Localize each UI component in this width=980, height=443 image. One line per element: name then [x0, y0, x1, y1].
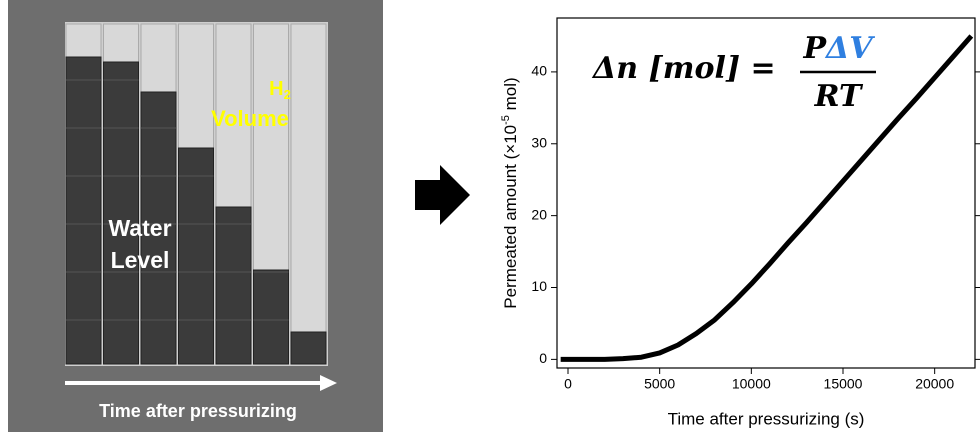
x-tick-label: 5000 [644, 376, 675, 392]
h2-label: H2 [269, 78, 291, 102]
plot-frame [556, 17, 976, 369]
water-label: Level [111, 247, 170, 273]
cylinder-empty [178, 23, 214, 149]
cylinders [65, 22, 328, 366]
y-axis-label: Permeated amount (×10-5 mol) [500, 77, 521, 308]
block-arrow [415, 165, 470, 225]
cylinder-water [103, 61, 139, 365]
y-tick-label: 0 [539, 350, 547, 366]
formula-p: P [802, 31, 827, 66]
y-tick-label: 30 [531, 134, 547, 150]
time-label: Time after pressurizing [99, 401, 297, 421]
time-arrow-head [320, 375, 337, 391]
cylinder-empty [215, 23, 252, 208]
x-tick-label: 15000 [824, 376, 863, 392]
y-label-unit: mol) [501, 77, 520, 115]
cylinder-water [65, 56, 102, 365]
x-tick-label: 10000 [732, 376, 771, 392]
y-label-text: Permeated amount (×10 [501, 125, 520, 309]
h2-subscript: 2 [284, 87, 291, 102]
cylinder-empty [65, 23, 102, 58]
cylinder-empty [103, 23, 139, 63]
formula-dv: ΔV [824, 31, 875, 66]
cylinder-empty [290, 23, 327, 333]
cylinder-empty [253, 23, 289, 271]
h2-symbol: H [269, 78, 283, 100]
x-axis-label: Time after pressurizing (s) [668, 409, 865, 428]
x-tick-label: 20000 [915, 376, 954, 392]
formula-numerator: PΔV [802, 31, 875, 66]
y-tick-label: 20 [531, 206, 547, 222]
water-label: Water [108, 215, 171, 241]
formula-lhs: Δn [mol] = [591, 51, 776, 86]
x-tick-label: 0 [564, 376, 572, 392]
cylinder-water [215, 206, 252, 365]
cylinder-water [140, 91, 177, 365]
y-label-sup: -5 [500, 115, 512, 125]
cylinder-water [290, 331, 327, 365]
cylinder-water [253, 269, 289, 365]
h2-word: Volume [211, 106, 289, 131]
y-tick-label: 40 [531, 63, 547, 79]
y-tick-label: 10 [531, 278, 547, 294]
cylinder-water [178, 147, 214, 365]
formula-denominator: RT [814, 79, 864, 114]
data-line [560, 34, 974, 362]
cylinder-empty [140, 23, 177, 93]
